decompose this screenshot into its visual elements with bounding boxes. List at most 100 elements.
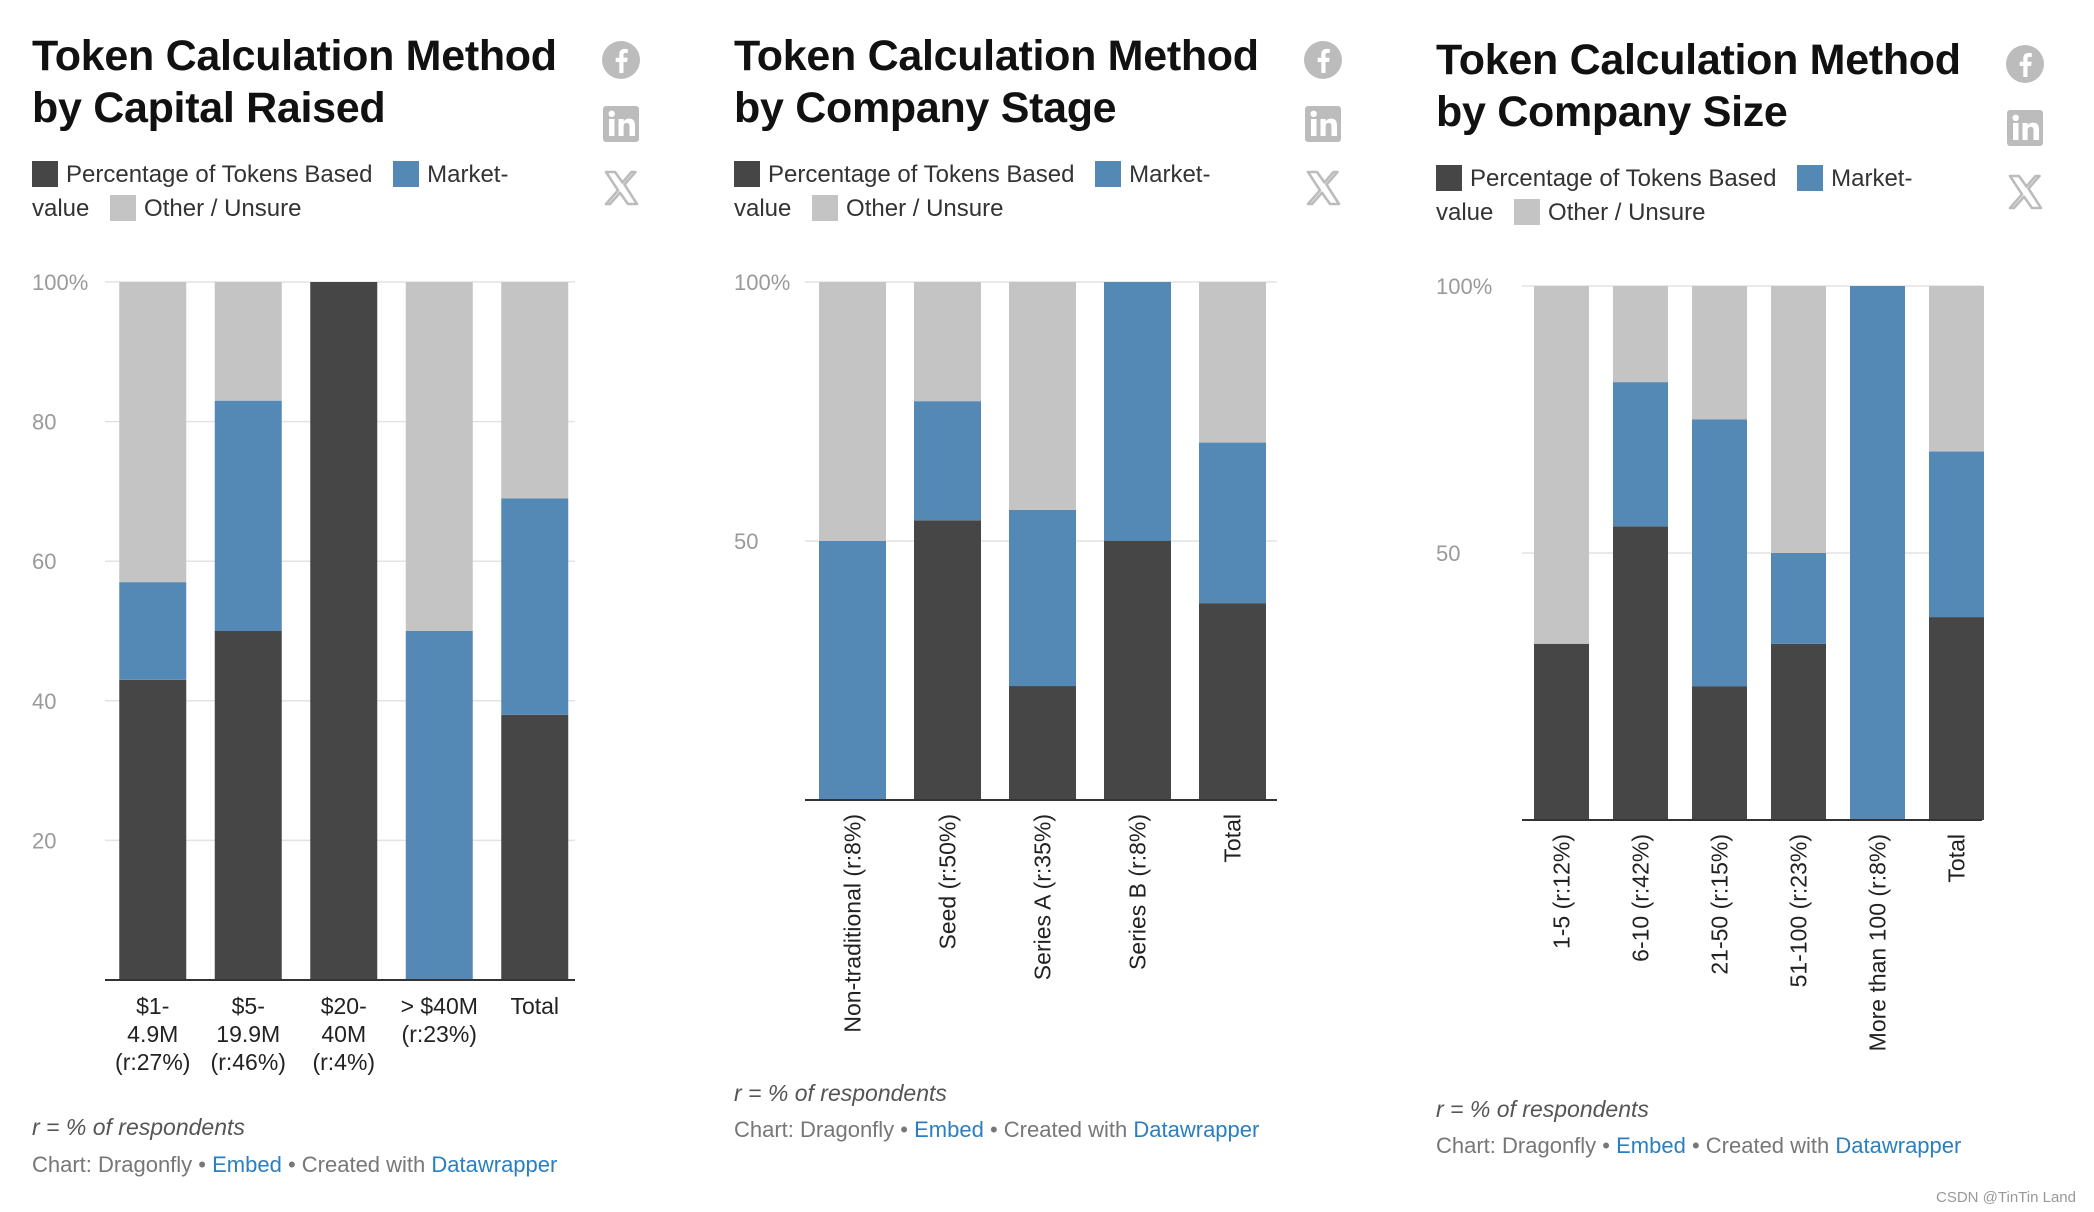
credit-source: Chart: Dragonfly (32, 1152, 193, 1177)
legend-item-other: Other / Unsure (1514, 199, 1705, 226)
datawrapper-link[interactable]: Datawrapper (431, 1152, 558, 1177)
chart-legend: Percentage of Tokens Based Market-value … (1436, 162, 1956, 230)
legend-label-percentage: Percentage of Tokens Based (1470, 165, 1777, 192)
y-tick-label: 60 (32, 549, 56, 574)
legend-label-percentage: Percentage of Tokens Based (768, 161, 1075, 188)
embed-link[interactable]: Embed (212, 1152, 282, 1177)
credit-separator: • (192, 1152, 213, 1177)
y-tick-label: 20 (32, 828, 56, 853)
y-tick-label: 100% (32, 270, 88, 295)
legend-item-other: Other / Unsure (110, 195, 301, 222)
bar-segment-market-value[interactable] (1929, 451, 1984, 618)
linkedin-icon[interactable] (2005, 108, 2045, 148)
legend-swatch-other (110, 195, 137, 221)
bar-segment-market-value[interactable] (119, 582, 187, 680)
x-tick-label: > $40M (r:23%) (401, 993, 478, 1047)
y-tick-label: 40 (32, 689, 56, 714)
credit-created-with: • Created with (1685, 1133, 1836, 1158)
bar-segment-market-value[interactable] (914, 401, 981, 521)
bar-segment-other[interactable] (119, 282, 187, 583)
legend-swatch-market (1095, 161, 1122, 187)
bar-segment-other[interactable] (819, 282, 886, 541)
legend-swatch-other (1514, 199, 1541, 225)
legend-label-other: Other / Unsure (144, 195, 302, 222)
bar-segment-percentage[interactable] (501, 714, 569, 980)
bar-segment-other[interactable] (214, 282, 282, 401)
bar-segment-market-value[interactable] (405, 631, 473, 980)
bar-segment-market-value[interactable] (1850, 286, 1905, 820)
bar-segment-market-value[interactable] (1199, 442, 1266, 604)
bar-segment-percentage[interactable] (1692, 686, 1747, 821)
stacked-bar-chart: 20 40 60 80 100% $1-4.9M (r:27%) $5-19.9M (r:46%… (32, 270, 575, 1075)
bar-segment-percentage[interactable] (1009, 686, 1076, 800)
watermark: CSDN @TinTin Land (1936, 1189, 2076, 1206)
bar-segment-percentage[interactable] (1771, 643, 1826, 820)
y-tick-label: 80 (32, 410, 56, 435)
x-tick-label: Total (1220, 814, 1246, 863)
bar-segment-other[interactable] (1534, 286, 1589, 644)
bar-segment-percentage[interactable] (119, 679, 187, 980)
bar-segment-other[interactable] (1613, 286, 1668, 383)
bar-segment-market-value[interactable] (819, 541, 886, 800)
credit-separator: • (1596, 1133, 1617, 1158)
bar-segment-percentage[interactable] (1104, 541, 1171, 800)
bar-segment-other[interactable] (1692, 286, 1747, 420)
x-tick-label: 6-10 (r:42%) (1628, 834, 1654, 962)
respondents-note: r = % of respondents (1436, 1096, 1649, 1122)
bar-segment-percentage[interactable] (1534, 643, 1589, 820)
legend-label-market: Market-value (734, 161, 1211, 222)
facebook-icon[interactable] (1303, 40, 1343, 80)
datawrapper-link[interactable]: Datawrapper (1835, 1133, 1962, 1158)
bar-segment-percentage[interactable] (914, 520, 981, 800)
x-tick-label: Series A (r:35%) (1030, 814, 1056, 980)
facebook-icon[interactable] (2005, 44, 2045, 84)
bar-segment-percentage[interactable] (1929, 617, 1984, 820)
y-tick-label: 50 (1436, 541, 1460, 566)
x-icon[interactable] (2005, 172, 2045, 212)
x-tick-label: Seed (r:50%) (935, 814, 961, 950)
legend-swatch-percentage (32, 161, 58, 187)
y-tick-label: 100% (1436, 274, 1492, 299)
x-tick-label: 1-5 (r:12%) (1549, 834, 1575, 949)
bar-segment-percentage[interactable] (1199, 603, 1266, 800)
bar-segment-market-value[interactable] (501, 498, 569, 715)
bar-segment-market-value[interactable] (1692, 419, 1747, 687)
linkedin-icon[interactable] (601, 104, 641, 144)
credit-separator: • (894, 1117, 915, 1142)
embed-link[interactable]: Embed (1616, 1133, 1686, 1158)
x-icon[interactable] (1303, 168, 1343, 208)
bar-segment-market-value[interactable] (214, 400, 282, 631)
bar-segment-percentage[interactable] (310, 282, 378, 980)
x-tick-label: Non-traditional (r:8%) (840, 814, 866, 1033)
chart-title: Token Calculation Method by Company Stag… (734, 32, 1259, 132)
legend-label-other: Other / Unsure (846, 195, 1004, 222)
chart-title: Token Calculation Method by Capital Rais… (32, 32, 557, 132)
bar-segment-percentage[interactable] (214, 631, 282, 980)
datawrapper-link[interactable]: Datawrapper (1133, 1117, 1260, 1142)
chart-legend: Percentage of Tokens Based Market-value … (32, 158, 552, 226)
bar-segment-other[interactable] (405, 282, 473, 631)
bar-segment-market-value[interactable] (1009, 509, 1076, 687)
chart-credit: Chart: Dragonfly • Embed • Created with … (734, 1117, 1259, 1143)
legend-swatch-market (393, 161, 420, 187)
bar-segment-other[interactable] (501, 282, 569, 499)
bar-segment-other[interactable] (1771, 286, 1826, 553)
bar-segment-market-value[interactable] (1613, 382, 1668, 527)
legend-label-market: Market-value (32, 161, 509, 222)
facebook-icon[interactable] (601, 40, 641, 80)
bar-segment-market-value[interactable] (1771, 553, 1826, 644)
x-tick-label: Total (1944, 834, 1970, 883)
bar-segment-market-value[interactable] (1104, 282, 1171, 541)
bar-segment-other[interactable] (1199, 282, 1266, 443)
bar-segment-other[interactable] (914, 282, 981, 402)
bar-segment-other[interactable] (1929, 286, 1984, 452)
bar-segment-other[interactable] (1009, 282, 1076, 510)
linkedin-icon[interactable] (1303, 104, 1343, 144)
legend-item-percentage: Percentage of Tokens Based (1436, 165, 1776, 192)
legend-swatch-percentage (734, 161, 760, 187)
chart-legend: Percentage of Tokens Based Market-value … (734, 158, 1254, 226)
embed-link[interactable]: Embed (914, 1117, 984, 1142)
x-icon[interactable] (601, 168, 641, 208)
bar-segment-percentage[interactable] (1613, 526, 1668, 820)
x-tick-label: Series B (r:8%) (1125, 814, 1151, 970)
